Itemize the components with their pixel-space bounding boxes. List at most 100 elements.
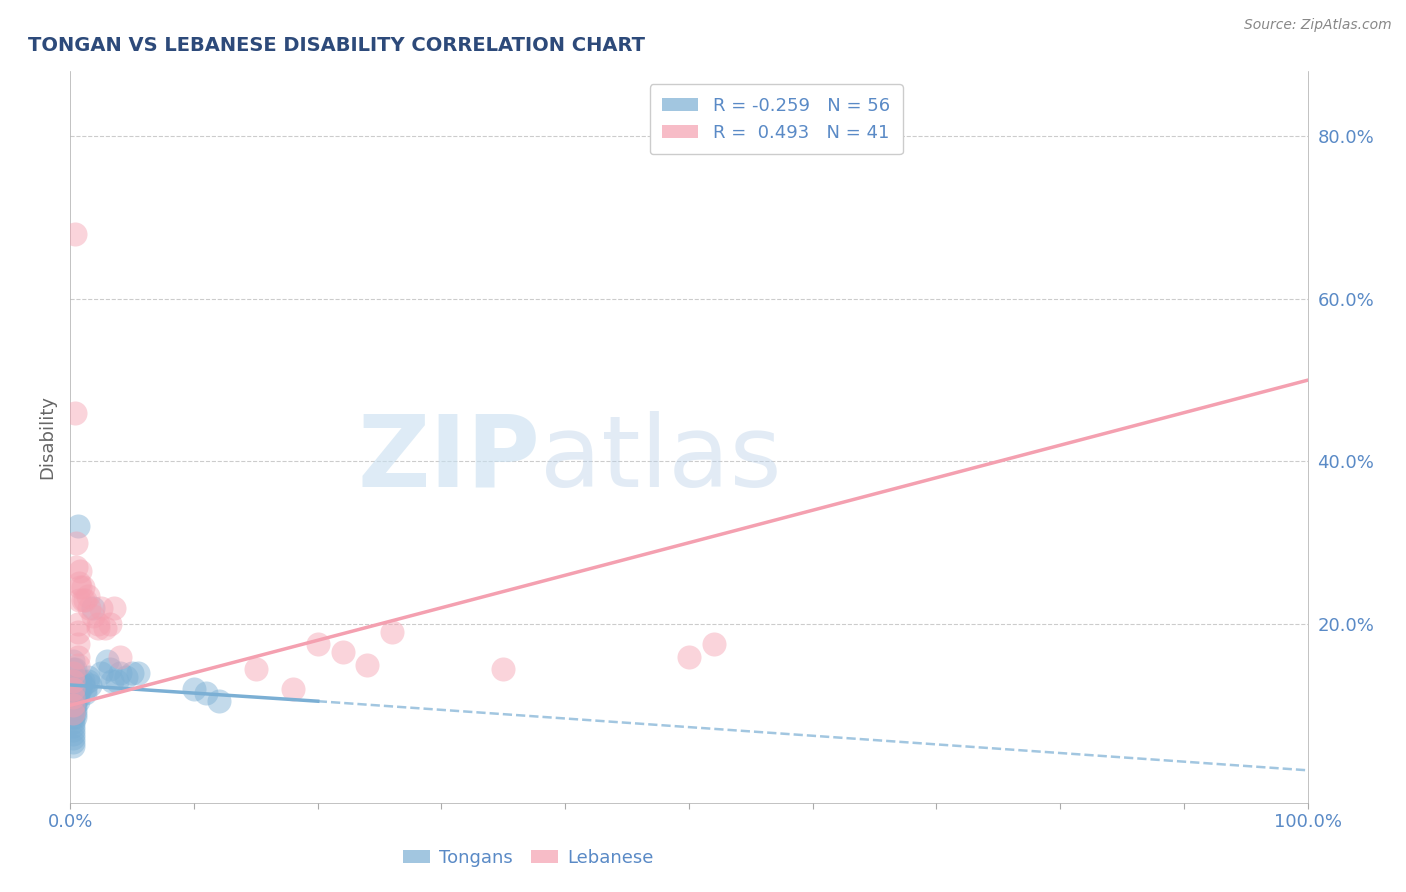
Point	[98, 662, 121, 676]
Point	[82, 608, 104, 623]
Point	[69, 564, 91, 578]
Point	[90, 665, 112, 680]
Point	[65, 535, 87, 549]
Point	[66, 657, 89, 672]
Point	[65, 673, 87, 688]
Point	[62, 739, 84, 753]
Point	[62, 718, 84, 732]
Point	[86, 617, 108, 632]
Point	[492, 662, 515, 676]
Point	[245, 662, 267, 676]
Point	[62, 710, 84, 724]
Point	[75, 592, 97, 607]
Point	[381, 625, 404, 640]
Point	[65, 686, 87, 700]
Point	[82, 600, 104, 615]
Point	[62, 690, 84, 705]
Point	[77, 600, 100, 615]
Point	[65, 706, 87, 721]
Point	[208, 694, 231, 708]
Point	[66, 637, 89, 651]
Point	[79, 678, 101, 692]
Point	[66, 686, 89, 700]
Point	[356, 657, 378, 672]
Point	[75, 681, 97, 696]
Point	[69, 681, 91, 696]
Point	[69, 581, 91, 595]
Point	[90, 600, 112, 615]
Point	[67, 576, 90, 591]
Point	[62, 714, 84, 729]
Point	[65, 702, 87, 716]
Point	[195, 686, 218, 700]
Point	[62, 681, 84, 696]
Point	[66, 617, 89, 632]
Point	[75, 686, 97, 700]
Point	[66, 649, 89, 664]
Point	[127, 665, 149, 680]
Point	[66, 519, 89, 533]
Point	[86, 621, 108, 635]
Point	[65, 227, 87, 241]
Point	[307, 637, 329, 651]
Point	[103, 600, 125, 615]
Point	[98, 617, 121, 632]
Text: atlas: atlas	[540, 410, 782, 508]
Point	[62, 673, 84, 688]
Point	[62, 686, 84, 700]
Text: ZIP: ZIP	[357, 410, 540, 508]
Point	[66, 694, 89, 708]
Point	[76, 673, 98, 688]
Y-axis label: Disability: Disability	[38, 395, 56, 479]
Point	[72, 592, 94, 607]
Point	[62, 681, 84, 696]
Point	[62, 665, 84, 680]
Point	[281, 681, 304, 696]
Point	[65, 406, 87, 420]
Point	[62, 702, 84, 716]
Point	[62, 727, 84, 741]
Point	[183, 681, 205, 696]
Point	[62, 698, 84, 713]
Point	[678, 649, 700, 664]
Point	[62, 654, 84, 668]
Point	[62, 706, 84, 721]
Point	[62, 706, 84, 721]
Legend: Tongans, Lebanese: Tongans, Lebanese	[395, 842, 661, 874]
Point	[67, 592, 90, 607]
Point	[72, 581, 94, 595]
Point	[94, 621, 117, 635]
Point	[65, 698, 87, 713]
Point	[115, 670, 138, 684]
Point	[62, 662, 84, 676]
Point	[65, 662, 87, 676]
Point	[69, 678, 91, 692]
Text: Source: ZipAtlas.com: Source: ZipAtlas.com	[1244, 18, 1392, 32]
Point	[69, 673, 91, 688]
Point	[65, 710, 87, 724]
Point	[108, 665, 131, 680]
Point	[65, 681, 87, 696]
Point	[62, 694, 84, 708]
Point	[62, 690, 84, 705]
Point	[62, 698, 84, 713]
Point	[65, 690, 87, 705]
Point	[72, 673, 94, 688]
Point	[62, 735, 84, 749]
Point	[66, 681, 89, 696]
Point	[65, 694, 87, 708]
Point	[62, 731, 84, 745]
Point	[703, 637, 725, 651]
Point	[121, 665, 143, 680]
Point	[62, 723, 84, 737]
Point	[108, 649, 131, 664]
Point	[96, 654, 118, 668]
Point	[72, 678, 94, 692]
Point	[76, 670, 98, 684]
Point	[76, 589, 98, 603]
Point	[66, 625, 89, 640]
Point	[65, 560, 87, 574]
Text: TONGAN VS LEBANESE DISABILITY CORRELATION CHART: TONGAN VS LEBANESE DISABILITY CORRELATIO…	[28, 36, 645, 54]
Point	[66, 690, 89, 705]
Point	[101, 673, 124, 688]
